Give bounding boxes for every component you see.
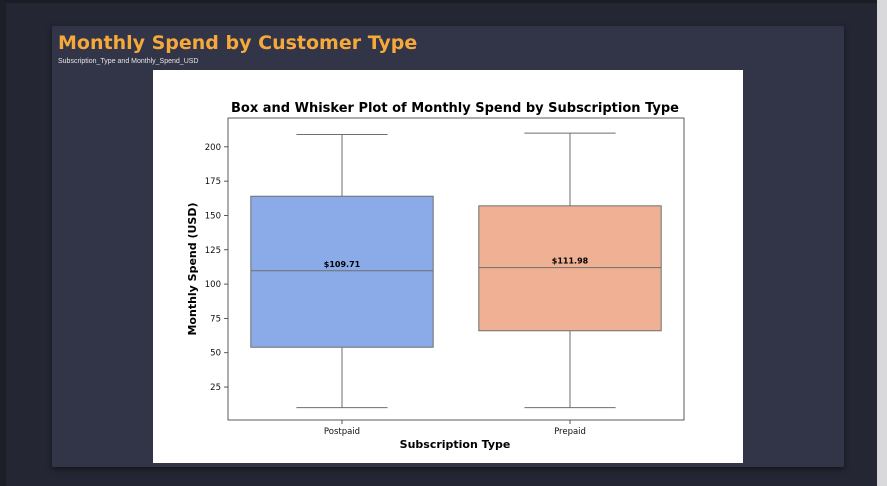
scrollbar-track[interactable] bbox=[877, 0, 887, 486]
box-postpaid bbox=[250, 195, 434, 348]
y-tick-label: 25 bbox=[210, 383, 221, 393]
chart-title: Box and Whisker Plot of Monthly Spend by… bbox=[231, 101, 679, 116]
y-tick-label: 200 bbox=[205, 143, 221, 153]
y-axis-ticks: 25 50 75 100 125 150 175 200 bbox=[205, 143, 228, 393]
x-tick-label: Prepaid bbox=[554, 427, 586, 437]
plot-area-frame bbox=[227, 117, 685, 421]
box-plot: Box and Whisker Plot of Monthly Spend by… bbox=[186, 101, 685, 451]
y-tick-label: 150 bbox=[205, 211, 221, 221]
card-subtitle: Subscription_Type and Monthly_Spend_USD bbox=[58, 58, 199, 65]
y-tick-label: 100 bbox=[205, 280, 221, 290]
box-prepaid bbox=[478, 205, 662, 332]
y-axis-label: Monthly Spend (USD) bbox=[186, 202, 199, 335]
median-label: $109.71 bbox=[324, 260, 361, 269]
y-tick-label: 50 bbox=[210, 349, 221, 359]
box-series: $109.71 $111.98 bbox=[250, 132, 662, 409]
window-top-edge bbox=[0, 0, 887, 3]
median-label: $111.98 bbox=[552, 257, 589, 266]
y-tick-label: 75 bbox=[210, 314, 221, 324]
x-axis-label: Subscription Type bbox=[400, 438, 511, 451]
card-title: Monthly Spend by Customer Type bbox=[58, 32, 418, 54]
x-axis-ticks: Postpaid Prepaid bbox=[324, 420, 586, 437]
left-edge bbox=[0, 0, 6, 486]
x-tick-label: Postpaid bbox=[324, 427, 360, 437]
chart-panel: Box and Whisker Plot of Monthly Spend by… bbox=[153, 70, 743, 463]
chart-card: Monthly Spend by Customer Type Subscript… bbox=[52, 26, 844, 467]
y-tick-label: 175 bbox=[205, 177, 221, 187]
y-tick-label: 125 bbox=[205, 246, 221, 256]
